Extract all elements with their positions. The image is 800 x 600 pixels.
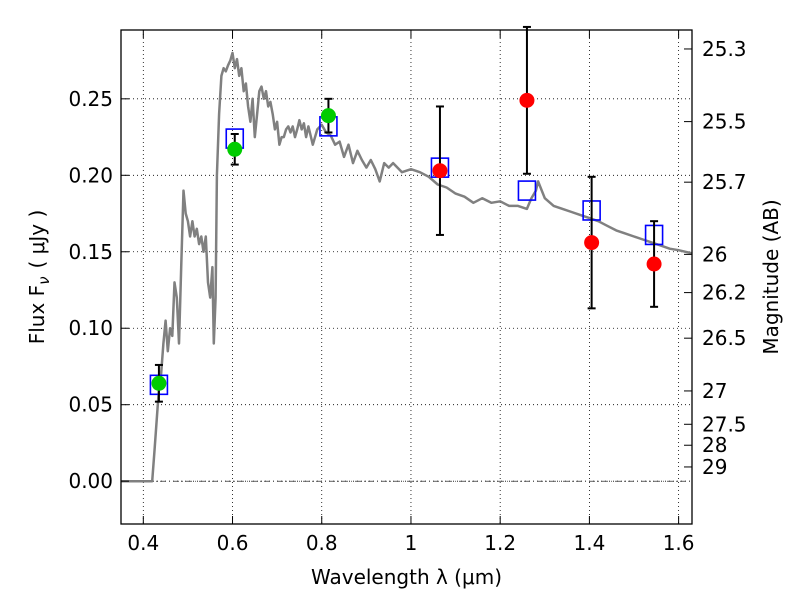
y2-tick-label: 26 (702, 242, 727, 266)
y2-tick-label: 25.7 (702, 170, 747, 194)
observed-flux-point (151, 375, 167, 391)
y-tick-label: 0.15 (68, 240, 113, 264)
x-tick-label: 0.4 (127, 531, 159, 555)
plot-frame (120, 29, 693, 525)
observed-flux-point (646, 256, 662, 272)
x-tick-label: 0.8 (306, 531, 338, 555)
y2-tick-label: 26.2 (702, 281, 747, 305)
x-tick-label: 1.6 (663, 531, 695, 555)
y-axis-label: Flux Fν ( μJy ) (25, 210, 53, 345)
y-axis-label-unit: ( μJy ) (25, 210, 49, 269)
y-tick-label: 0.10 (68, 316, 113, 340)
y-tick-label: 0.05 (68, 393, 113, 417)
x-axis-label: Wavelength λ (μm) (311, 565, 502, 589)
observed-flux-point (519, 92, 535, 108)
x-tick-label: 1 (405, 531, 418, 555)
x-tick-label: 1.4 (573, 531, 605, 555)
model-photometry-square (517, 180, 537, 201)
y2-tick-label: 27 (702, 379, 727, 403)
y2-tick-label: 29 (702, 455, 727, 479)
observed-flux-point (432, 163, 448, 179)
sed-model-line (121, 51, 693, 483)
x-tick-label: 1.2 (484, 531, 516, 555)
y2-axis-label: Magnitude (AB) (759, 199, 783, 354)
y-axis-label-subscript: ν (35, 276, 53, 284)
y-axis-label-main: Flux F (25, 285, 49, 344)
y2-tick-label: 27.5 (702, 412, 747, 436)
y2-tick-label: 28 (702, 433, 727, 457)
data-series (121, 25, 693, 483)
observed-flux-point (227, 141, 243, 157)
axis-ticks: 0.4 0.6 0.8 1 1.2 1.4 1.6 0.00 0.05 0.10 0.15 0.20 0… (68, 30, 747, 555)
x-tick-label: 0.6 (217, 531, 249, 555)
y-tick-label: 0.25 (68, 87, 113, 111)
observed-flux-point (584, 235, 600, 251)
observed-flux-point (320, 108, 336, 124)
grid-lines (121, 30, 692, 524)
y2-tick-label: 26.5 (702, 326, 747, 350)
y2-tick-label: 25.3 (702, 37, 747, 61)
y-tick-label: 0.20 (68, 163, 113, 187)
y2-tick-label: 25.5 (702, 110, 747, 134)
y-tick-label: 0.00 (68, 469, 113, 493)
